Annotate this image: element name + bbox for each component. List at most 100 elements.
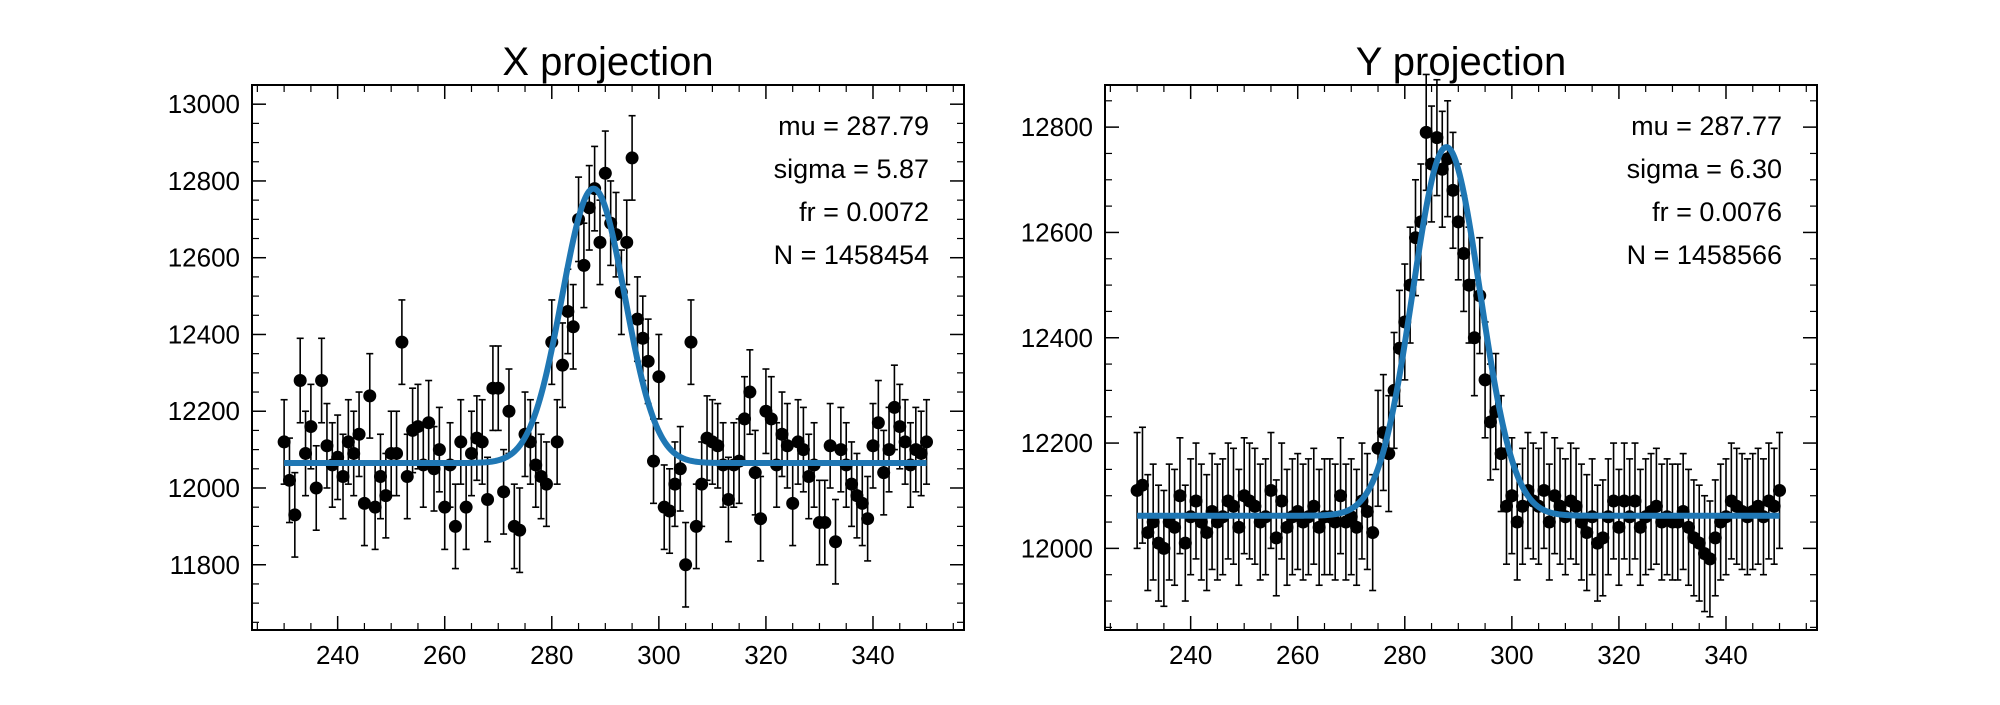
x-projection-plot-frame [251,84,965,631]
x-projection-fit-annotation: N = 1458454 [774,240,929,270]
x-projection-data-point [684,335,698,349]
y-projection-x-tick-label: 300 [1490,640,1533,670]
y-projection-data-point [1537,483,1551,497]
y-projection-data-point [1628,494,1642,508]
y-projection-data-point [1194,515,1208,529]
y-projection-data-point [1307,499,1321,513]
x-projection-title: X projection [502,40,713,84]
x-projection-data-point [282,473,296,487]
x-projection-data-point [780,439,794,453]
x-projection-data-point [796,443,810,457]
y-projection-data-point [1226,499,1240,513]
x-projection-data-point [861,512,875,526]
y-projection-data-point [1494,447,1508,461]
x-projection-y-tick-label: 13000 [168,89,240,119]
y-projection-data-point [1269,531,1283,545]
y-projection-x-tick-label: 260 [1276,640,1319,670]
y-projection-data-point [1773,483,1787,497]
y-projection-data-point [1633,520,1647,534]
x-projection-fit-annotation: mu = 287.79 [778,111,929,141]
y-projection-data-point [1135,478,1149,492]
x-projection-data-point [914,446,928,460]
y-projection-data-point [1467,331,1481,345]
y-projection-fit-curve [1135,144,1782,519]
y-projection-data-point [1334,489,1348,503]
x-projection-data-point [454,435,468,449]
x-projection-x-tick-label: 320 [744,640,787,670]
x-projection-x-tick-label: 300 [637,640,680,670]
x-projection-data-point [320,439,334,453]
y-projection-data-point [1483,415,1497,429]
y-projection-data-point [1328,515,1342,529]
x-projection-data-point [834,443,848,457]
x-projection-data-point [309,481,323,495]
y-projection-data-point [1516,499,1530,513]
y-projection-data-point [1435,162,1449,176]
x-projection-data-point [347,446,361,460]
x-projection-data-point [663,504,677,518]
y-projection-data-point [1178,536,1192,550]
y-projection-data-point [1146,515,1160,529]
x-projection-data-point [845,477,859,491]
x-projection-data-point [368,500,382,514]
x-projection-data-point [363,389,377,403]
x-projection-data-point [529,458,543,472]
x-projection-data-point [721,493,735,507]
y-projection-data-point [1649,499,1663,513]
y-projection-data-point [1767,499,1781,513]
y-projection-data-point [1446,183,1460,197]
y-projection-x-tick-label: 320 [1597,640,1640,670]
x-projection-fit-annotation: fr = 0.0072 [799,197,929,227]
x-projection-data-point [459,500,473,514]
y-projection-data-point [1312,520,1326,534]
x-projection-data-point [288,508,302,522]
y-projection-data-point [1419,125,1433,139]
y-projection-data-point [1500,499,1514,513]
x-projection-data-point [293,374,307,388]
x-projection-data-point [882,443,896,457]
x-projection-x-tick-label: 260 [423,640,466,670]
y-projection-data-point [1708,531,1722,545]
x-projection-data-point [513,523,527,537]
x-projection-data-point [711,439,725,453]
y-projection-data-point [1510,515,1524,529]
y-projection-data-point [1462,278,1476,292]
y-projection-data-point [1542,515,1556,529]
y-projection-data-point [1350,520,1364,534]
x-projection-data-point [802,469,816,483]
y-projection-data-point [1478,373,1492,387]
x-projection-y-tick-label: 12000 [168,473,240,503]
x-projection-data-point [304,420,318,434]
x-projection-data-point [497,485,511,499]
y-projection-data-point [1430,131,1444,145]
x-projection-data-point [877,466,891,480]
y-projection-fit-annotation: mu = 287.77 [1631,111,1782,141]
x-projection-y-tick-label: 11800 [170,550,240,580]
y-projection-data-point [1751,499,1765,513]
x-projection-y-tick-label: 12800 [168,166,240,196]
y-projection-data-point [1574,515,1588,529]
x-projection-data-point [299,446,313,460]
x-projection-data-point [652,370,666,384]
x-projection-y-tick-label: 12600 [168,243,240,273]
y-projection-data-point [1366,526,1380,540]
x-projection-data-point [898,435,912,449]
x-projection-y-tick-label: 12400 [168,319,240,349]
x-projection-data-point [336,469,350,483]
x-projection-x-tick-label: 240 [316,640,359,670]
y-projection-data-point [1232,520,1246,534]
x-projection-data-point [668,477,682,491]
x-projection-data-point [893,420,907,434]
x-projection-data-point [630,312,644,326]
x-projection-data-point [539,477,553,491]
y-projection-data-point [1548,489,1562,503]
x-projection-fit-annotation: sigma = 5.87 [774,154,929,184]
x-projection-data-point [438,500,452,514]
x-projection-data-point [566,320,580,334]
y-projection-x-tick-label: 240 [1169,640,1212,670]
x-projection-data-point [395,335,409,349]
x-projection-data-point [390,446,404,460]
y-projection-fit-annotation: sigma = 6.30 [1627,154,1782,184]
x-projection-data-point [357,496,371,510]
y-projection-y-tick-label: 12400 [1021,323,1093,353]
